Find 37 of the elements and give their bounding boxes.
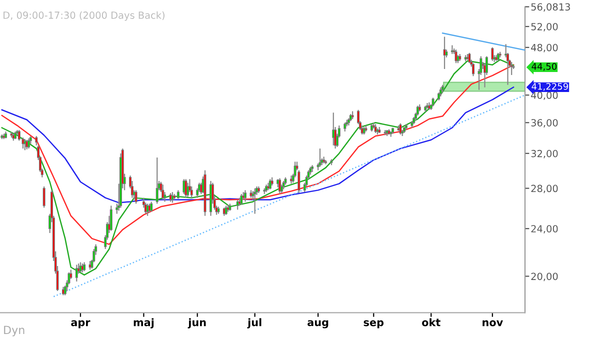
candlestick xyxy=(75,264,78,282)
text: Dyn xyxy=(4,326,24,336)
candlestick xyxy=(184,178,188,198)
candlestick xyxy=(27,138,30,150)
candlestick xyxy=(186,182,190,198)
x-tick-label: nov xyxy=(482,320,503,326)
candlestick xyxy=(42,186,46,208)
candlestick xyxy=(416,105,419,116)
y-tick-label: 52,00 xyxy=(531,22,558,32)
x-tick-label: jun xyxy=(188,318,206,328)
y-tick-label: 20,00 xyxy=(531,272,558,282)
candlestick xyxy=(134,190,138,204)
candlestick xyxy=(156,156,158,204)
y-tick-label: 32,00 xyxy=(531,150,558,158)
candlestick xyxy=(150,201,153,212)
annotation: 44,50 xyxy=(532,63,557,71)
chart-title: D, 09:00-17:30 (2000 Days Back) xyxy=(4,11,164,21)
y-tick-label: 36,00 xyxy=(531,119,558,128)
y-tick-label: 48,00 xyxy=(531,44,558,52)
x-tick-label: sep xyxy=(364,320,384,328)
annotation: 41,2259 xyxy=(532,82,568,91)
candlestick xyxy=(110,205,112,232)
candlestick xyxy=(298,170,300,194)
x-tick-label: maj xyxy=(134,318,154,328)
y-tick-label: 24,00 xyxy=(531,225,558,234)
x-tick-label: okt xyxy=(422,318,440,326)
y-tick-label: 56,0813 xyxy=(531,3,570,12)
candlestick xyxy=(439,86,442,97)
candlestick xyxy=(254,188,256,214)
candlestick xyxy=(510,61,513,76)
x-tick-label: jul xyxy=(247,318,262,328)
candlestick xyxy=(472,62,475,77)
candlestick xyxy=(468,52,471,64)
candlestick xyxy=(35,135,38,146)
x-tick-label: apr xyxy=(71,320,90,328)
y-tick-label: 28,00 xyxy=(531,184,558,194)
x-tick-label: aug xyxy=(308,320,328,328)
